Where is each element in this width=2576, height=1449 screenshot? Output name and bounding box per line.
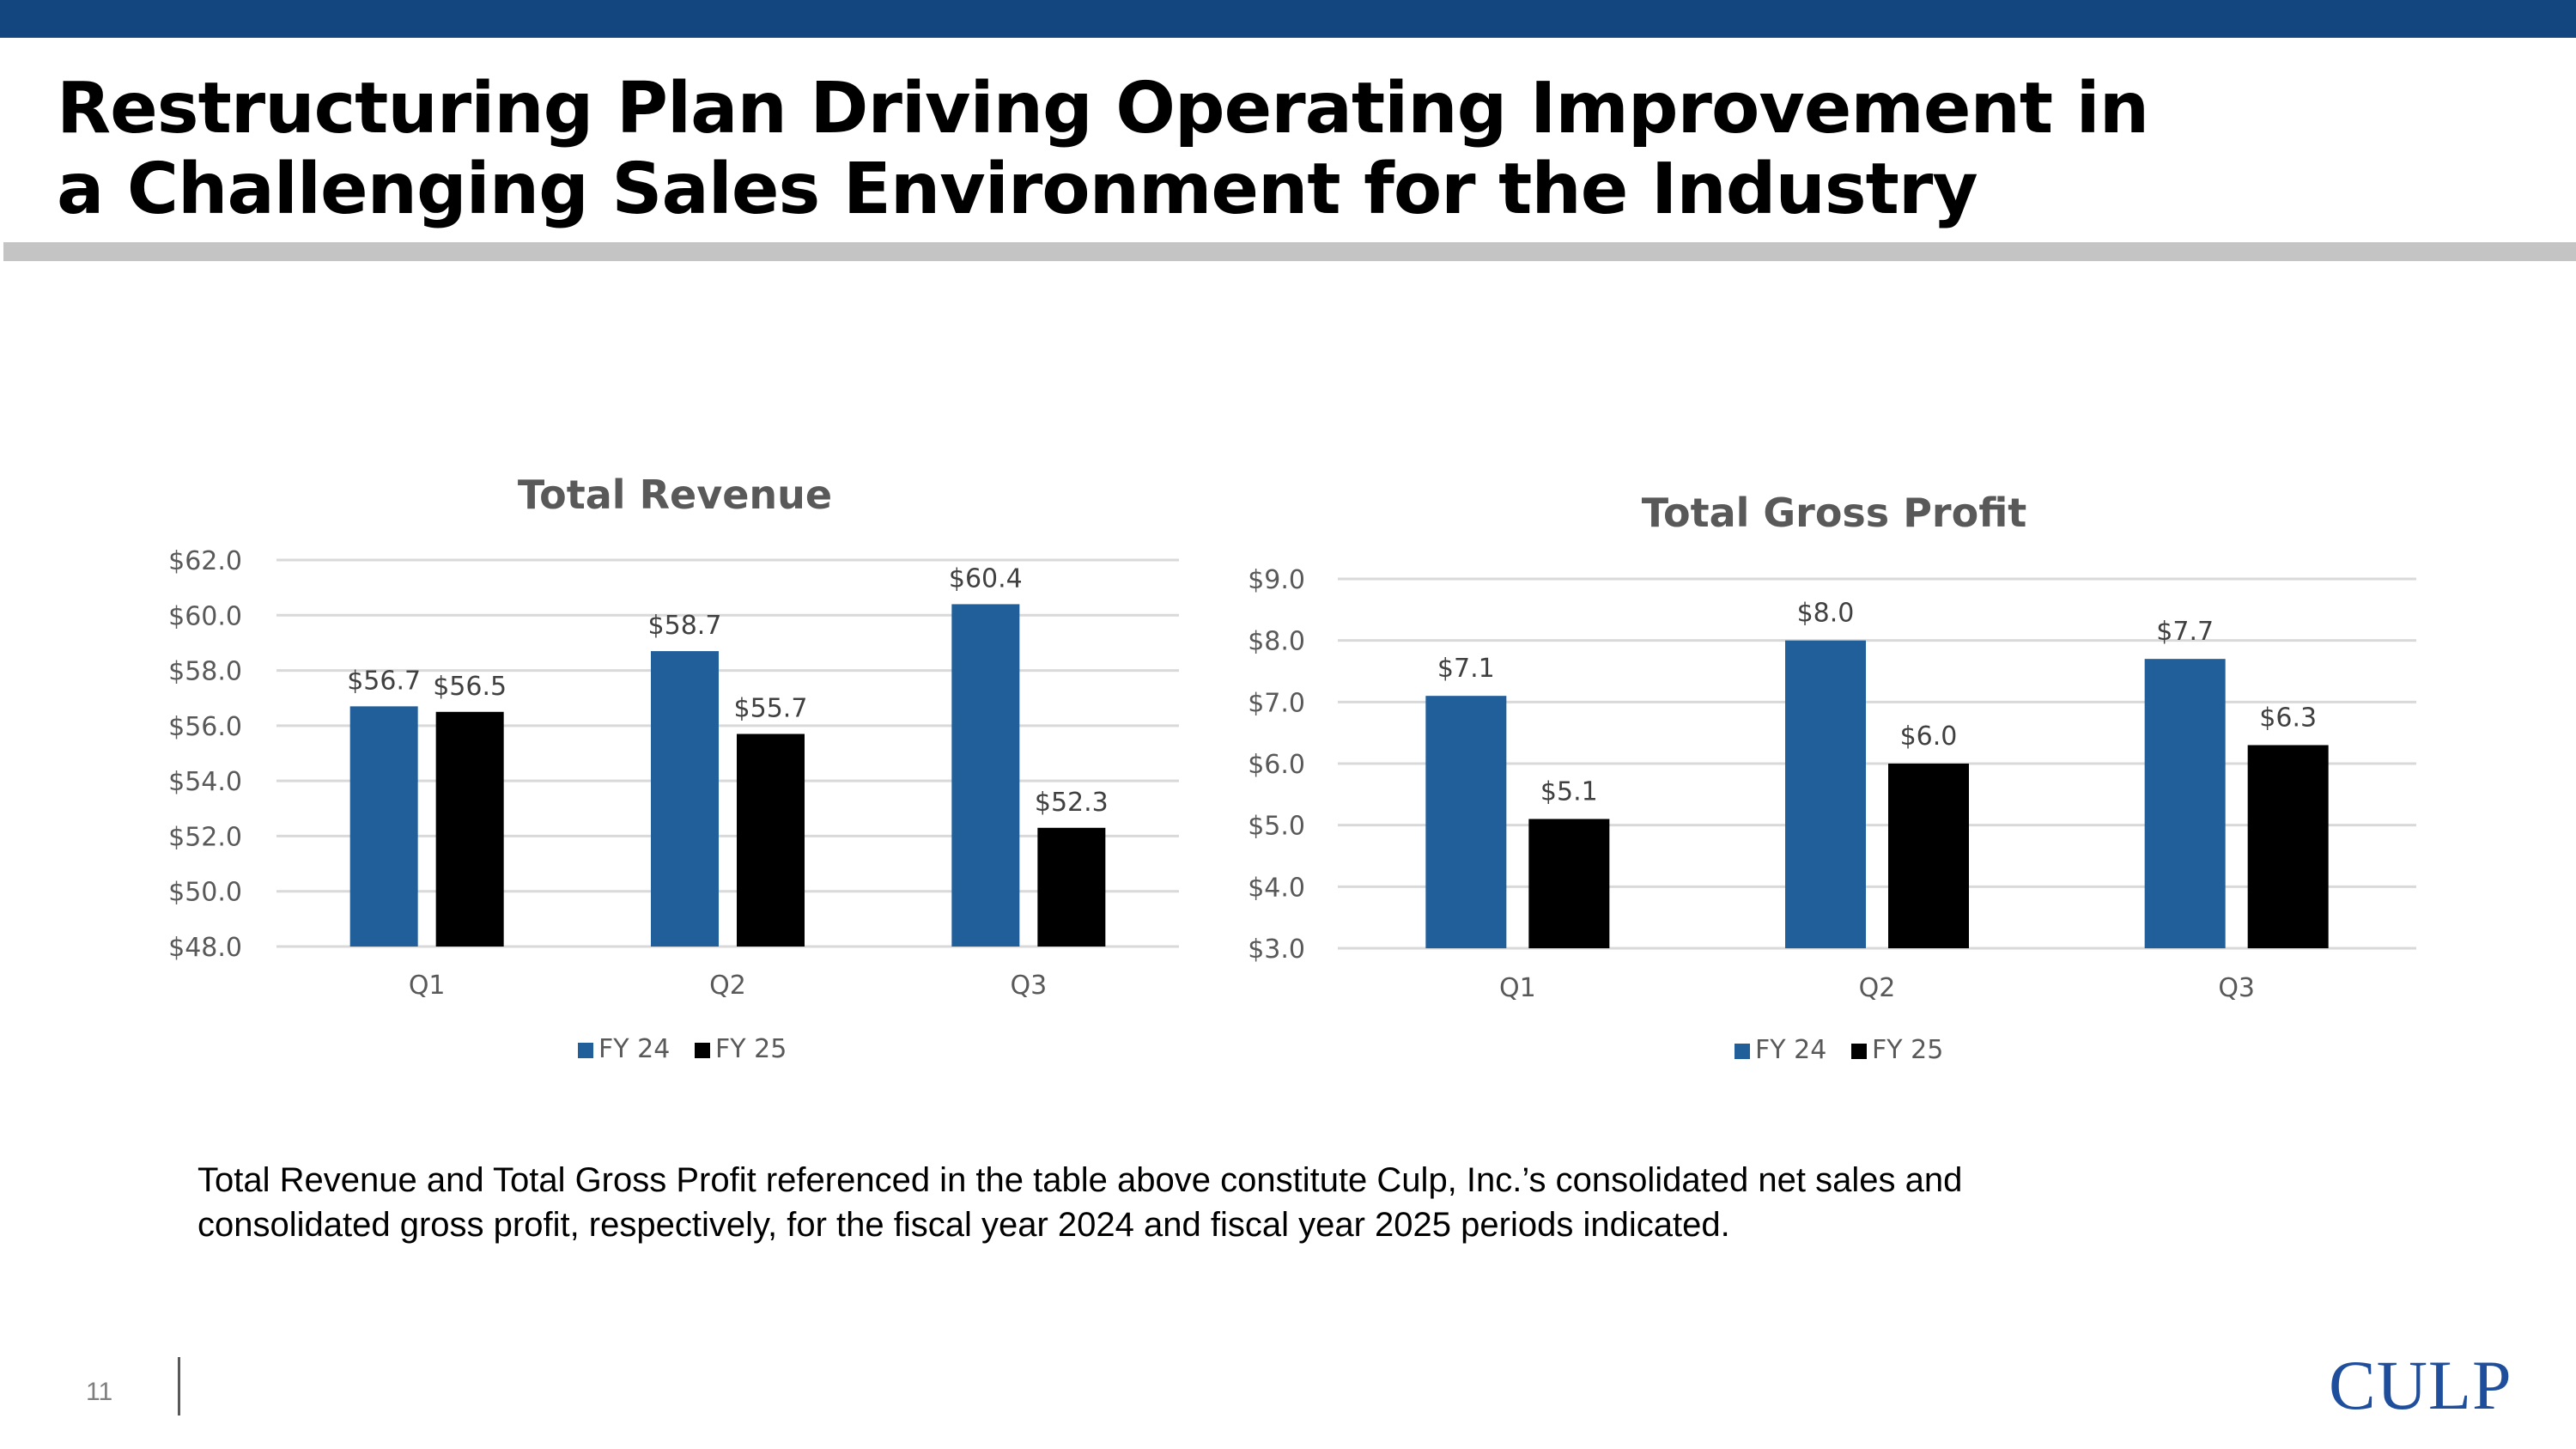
slide-title-line-2: a Challenging Sales Environment for the …	[57, 149, 1978, 230]
legend-swatch-fy25	[1851, 1044, 1867, 1059]
legend-label: FY 25	[715, 1034, 787, 1064]
y-tick-label: $62.0	[168, 546, 242, 576]
y-tick-label: $54.0	[168, 767, 242, 797]
bar-fy24-q3	[2144, 659, 2226, 948]
y-tick-label: $5.0	[1248, 812, 1305, 842]
bar-fy24-q2	[651, 651, 719, 947]
legend-swatch-fy25	[695, 1043, 710, 1058]
bar-fy24-q1	[349, 706, 418, 947]
legend-label: FY 24	[598, 1034, 670, 1064]
bar-fy25-q1	[1528, 819, 1610, 948]
legend-swatch-fy24	[578, 1043, 593, 1058]
y-tick-label: $56.0	[168, 712, 242, 742]
legend-swatch-fy24	[1735, 1044, 1750, 1059]
data-label: $55.7	[734, 694, 808, 724]
x-tick-label: Q2	[1859, 973, 1896, 1003]
y-tick-label: $48.0	[168, 933, 242, 963]
bar-fy25-q1	[435, 711, 504, 947]
data-label: $5.1	[1540, 777, 1598, 807]
y-tick-label: $58.0	[168, 657, 242, 687]
culp-logo: CULP	[2329, 1346, 2512, 1424]
bar-fy25-q3	[2247, 745, 2329, 948]
y-tick-label: $50.0	[168, 878, 242, 908]
data-label: $56.7	[347, 666, 421, 696]
x-tick-label: Q3	[2218, 973, 2255, 1003]
top-banner	[0, 0, 2576, 38]
data-label: $7.7	[2156, 617, 2214, 647]
data-label: $52.3	[1035, 788, 1109, 818]
footnote-line-2: consolidated gross profit, respectively,…	[197, 1206, 1730, 1244]
bar-fy24-q1	[1425, 696, 1507, 948]
legend-label: FY 25	[1872, 1035, 1943, 1065]
y-tick-label: $9.0	[1248, 565, 1305, 595]
chart-title: Total Revenue	[518, 472, 832, 518]
data-label: $56.5	[433, 672, 507, 702]
data-label: $60.4	[949, 563, 1023, 594]
title-divider	[3, 242, 2576, 261]
footnote-line-1: Total Revenue and Total Gross Profit ref…	[197, 1161, 1963, 1199]
slide-title-line-1: Restructuring Plan Driving Operating Imp…	[57, 68, 2149, 149]
x-tick-label: Q3	[1010, 971, 1047, 1001]
x-tick-label: Q2	[709, 971, 746, 1001]
data-label: $6.3	[2259, 703, 2317, 734]
y-tick-label: $4.0	[1248, 873, 1305, 903]
data-label: $58.7	[648, 611, 722, 641]
y-tick-label: $8.0	[1248, 627, 1305, 657]
y-tick-label: $52.0	[168, 822, 242, 852]
y-tick-label: $60.0	[168, 601, 242, 631]
bar-fy25-q2	[737, 734, 805, 947]
data-label: $7.1	[1437, 654, 1495, 684]
bar-fy24-q2	[1785, 640, 1866, 948]
x-tick-label: Q1	[409, 971, 446, 1001]
slide-title: Restructuring Plan Driving Operating Imp…	[57, 69, 2289, 230]
page-number: 11	[86, 1378, 113, 1406]
y-tick-label: $7.0	[1248, 688, 1305, 718]
bar-fy25-q3	[1037, 827, 1106, 947]
bar-fy25-q2	[1888, 764, 1969, 948]
y-tick-label: $6.0	[1248, 750, 1305, 780]
footnote: Total Revenue and Total Gross Profit ref…	[197, 1158, 2344, 1247]
chart-title: Total Gross Profit	[1642, 490, 2027, 536]
y-tick-label: $3.0	[1248, 935, 1305, 965]
data-label: $8.0	[1797, 599, 1855, 629]
bar-fy24-q3	[951, 604, 1020, 947]
legend-label: FY 24	[1755, 1035, 1826, 1065]
data-label: $6.0	[1900, 721, 1958, 752]
footer-divider	[178, 1357, 180, 1416]
x-tick-label: Q1	[1499, 973, 1536, 1003]
